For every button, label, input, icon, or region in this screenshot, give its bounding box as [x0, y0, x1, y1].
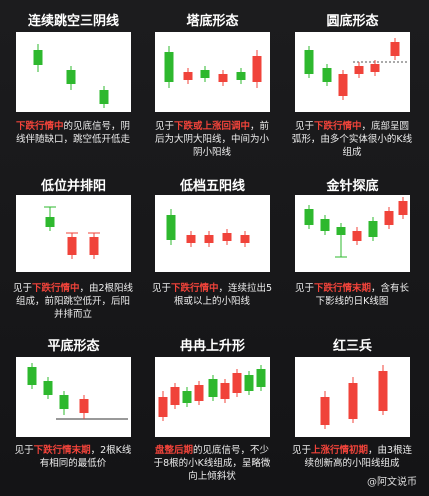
candle — [378, 371, 388, 411]
candle — [186, 235, 196, 243]
card-desc: 见于下跌或上涨回调中，前后为大阴大阳线，中间为小阴小阳线 — [151, 120, 273, 159]
candle — [33, 50, 43, 65]
card-title: 塔底形态 — [186, 14, 239, 29]
desc-text: ，底部呈圆弧形，由多个实体很小的K线组成 — [291, 121, 413, 158]
candle — [43, 381, 53, 395]
card-desc: 下跌行情中的见底信号，阴线伴随缺口，跳空低开低走 — [12, 120, 134, 146]
candle — [204, 235, 214, 243]
candle — [194, 385, 204, 401]
desc-text: 见于 — [291, 445, 311, 456]
card-title: 连续跳空三阴线 — [27, 14, 119, 29]
candle — [45, 217, 55, 227]
candle — [384, 211, 394, 225]
candle — [336, 227, 346, 235]
candle — [232, 373, 242, 393]
desc-text: 见于 — [154, 121, 174, 132]
candle — [182, 391, 192, 403]
desc-text: 见于 — [294, 121, 314, 132]
candle — [348, 383, 358, 419]
candle — [354, 66, 364, 74]
candle — [252, 56, 262, 82]
candle — [370, 64, 380, 72]
desc-text: ，由2根阳线组成，前阳跳空低开，后阳并排而立 — [15, 283, 134, 320]
candle — [320, 219, 330, 231]
candle — [320, 397, 330, 425]
candle — [338, 74, 348, 96]
card-desc: 见于下跌行情末期，含有长下影线的日K线图 — [291, 282, 413, 308]
candle — [398, 201, 408, 215]
candle — [200, 70, 210, 78]
watermark: @阿文说币 — [367, 477, 417, 488]
candle — [27, 367, 37, 385]
desc-text: ，由3根连续创新高的小阳线组成 — [304, 445, 413, 469]
candle — [164, 52, 174, 82]
chart-box — [155, 32, 270, 112]
card-title: 平底形态 — [47, 339, 100, 354]
card-title: 冉冉上升形 — [179, 339, 245, 354]
candle — [222, 233, 232, 241]
candle — [304, 209, 314, 225]
candle — [244, 375, 254, 391]
candle — [79, 399, 89, 413]
desc-text: 见于 — [12, 283, 32, 294]
candle — [208, 379, 218, 397]
card-desc: 盘整后期的见底信号，不少于8根的小K线组成，呈略微向上倾斜状 — [151, 444, 273, 483]
candle — [322, 68, 332, 82]
candle — [158, 397, 168, 417]
candle — [66, 70, 76, 84]
candle — [59, 395, 69, 409]
candle — [220, 383, 230, 399]
card-title: 红三兵 — [332, 339, 372, 354]
desc-text: ，含有长下影线的日K线图 — [315, 283, 410, 307]
desc-text: 见于 — [14, 445, 34, 456]
candle — [218, 74, 228, 82]
candle — [240, 235, 250, 243]
candle — [67, 237, 77, 255]
candle — [368, 221, 378, 237]
desc-text: ，连续拉出5根或以上的小阳线 — [173, 283, 273, 307]
candle — [166, 215, 176, 240]
card-title: 金针探底 — [326, 179, 379, 194]
desc-text: 的见底信号，不少于8根的小K线组成，呈略微向上倾斜状 — [153, 445, 271, 482]
card-desc: 见于上涨行情初期，由3根连续创新高的小阳线组成 — [291, 444, 413, 470]
card-desc: 见于下跌行情中，连续拉出5根或以上的小阳线 — [151, 282, 273, 308]
card-title: 低档五阳线 — [179, 179, 245, 194]
desc-text: 下跌行情中 — [15, 121, 64, 132]
desc-text: 盘整后期 — [154, 445, 193, 456]
candle — [89, 237, 99, 255]
candle — [304, 50, 314, 74]
card-title: 圆底形态 — [326, 14, 379, 29]
card-desc: 见于下跌行情中，由2根阳线组成，前阳跳空低开，后阳并排而立 — [12, 282, 134, 321]
candle — [99, 90, 109, 104]
desc-text: ，2根K线有相同的最低价 — [39, 445, 132, 469]
candle — [183, 72, 193, 80]
desc-text: 下跌行情中 — [313, 121, 362, 132]
desc-text: 下跌或上涨回调中 — [173, 121, 250, 132]
desc-text: 上涨行情初期 — [310, 445, 368, 456]
desc-text: 见于 — [294, 283, 314, 294]
desc-text: 的见底信号，阴线伴随缺口，跳空低开低走 — [15, 121, 131, 145]
desc-text: 下跌行情末期 — [313, 283, 371, 294]
desc-text: 见于 — [151, 283, 171, 294]
candle — [390, 42, 400, 56]
candle — [256, 369, 266, 387]
desc-text: 下跌行情末期 — [33, 445, 91, 456]
desc-text: 下跌行情中 — [31, 283, 80, 294]
candle — [170, 387, 180, 405]
candle — [236, 72, 246, 80]
desc-text: ，前后为大阴大阳线，中间为小阴小阳线 — [154, 121, 270, 158]
candle — [352, 231, 362, 241]
card-desc: 见于下跌行情末期，2根K线有相同的最低价 — [12, 444, 134, 470]
card-desc: 见于下跌行情中，底部呈圆弧形，由多个实体很小的K线组成 — [291, 120, 413, 159]
card-title: 低位并排阳 — [40, 179, 106, 194]
desc-text: 下跌行情中 — [170, 283, 219, 294]
